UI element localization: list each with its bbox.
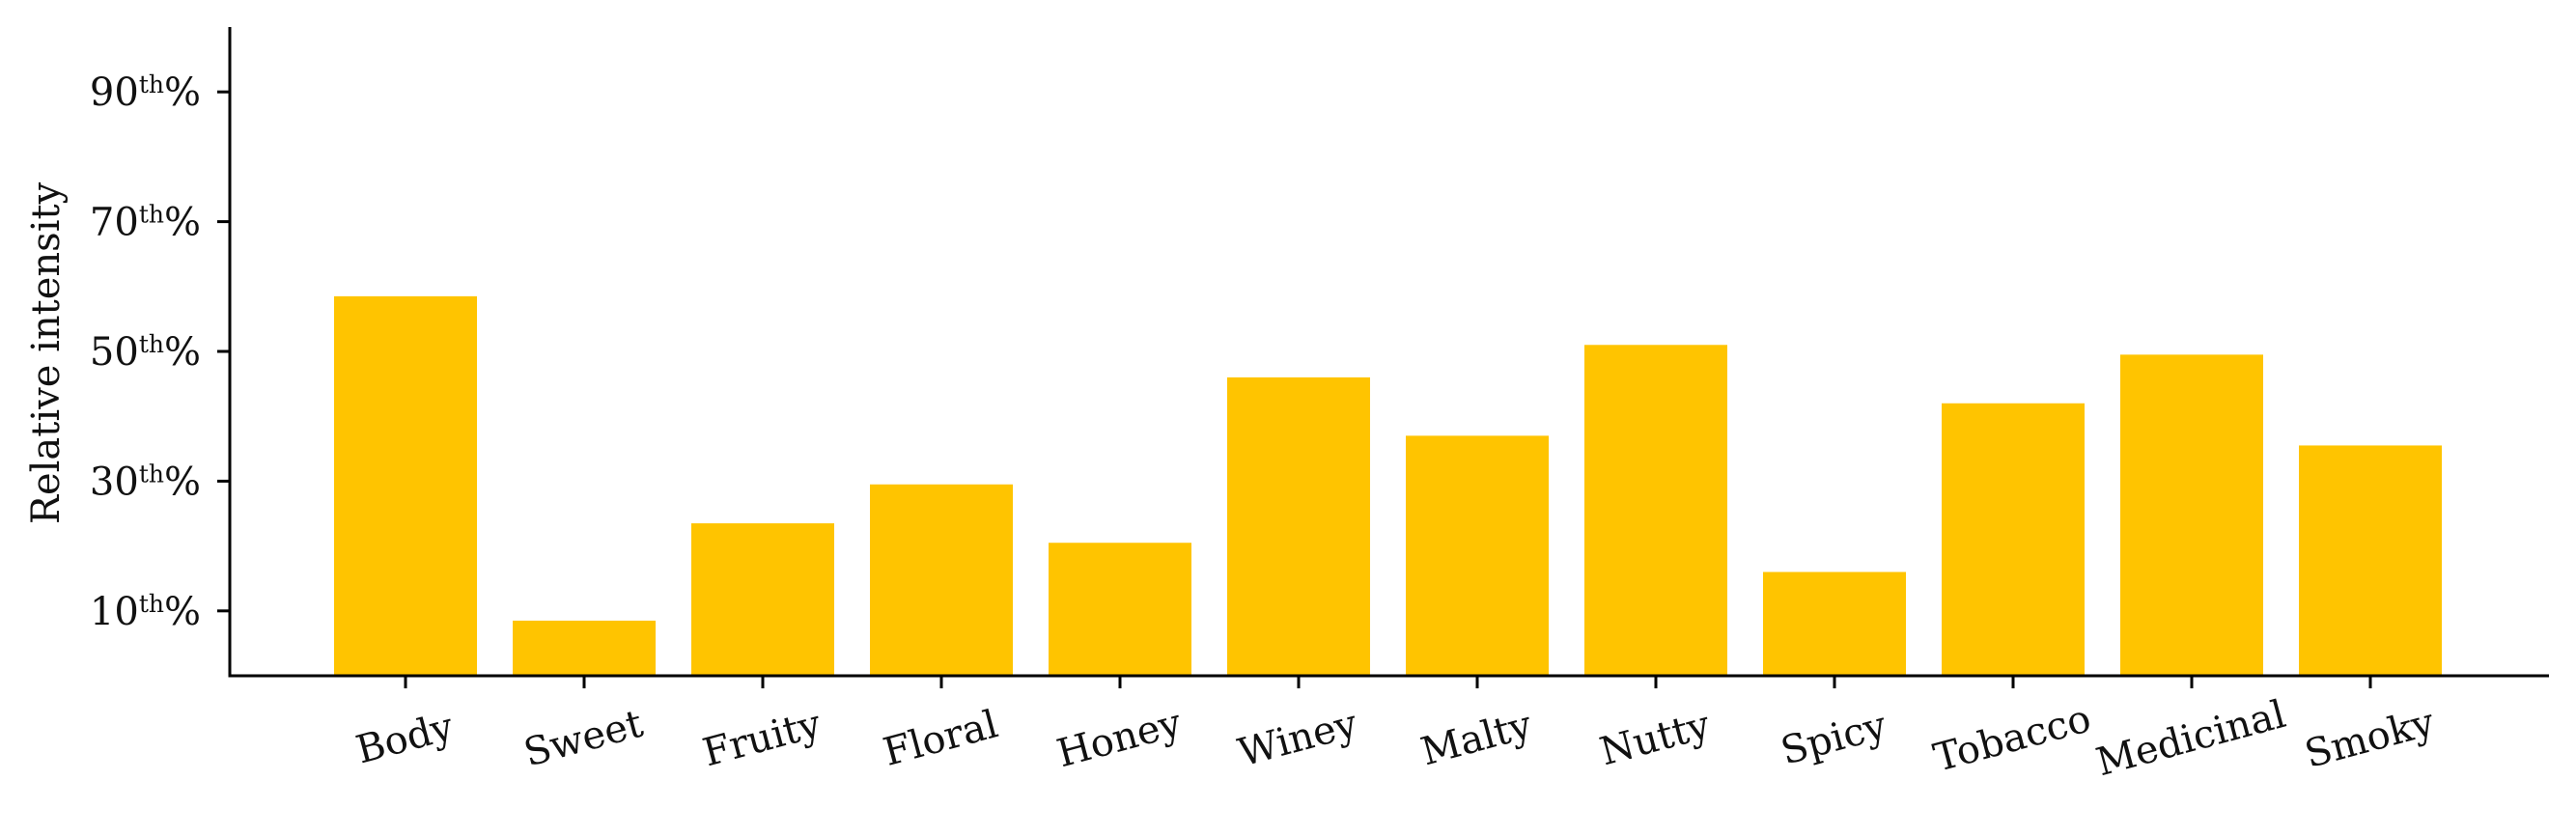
bar-spicy <box>1763 572 1906 676</box>
x-tick-label-smoky: Smoky <box>2300 700 2439 777</box>
bar-nutty <box>1584 345 1727 676</box>
y-ticks: 10th% 30th% 50th% 70th% 90th% <box>90 70 230 634</box>
x-tick-label-sweet: Sweet <box>519 702 648 776</box>
bar-body <box>334 295 477 676</box>
x-tick-label-floral: Floral <box>879 702 1002 775</box>
bar-honey <box>1049 543 1191 676</box>
bar-winey <box>1227 377 1370 676</box>
bar-fruity <box>691 523 834 676</box>
x-tick-label-winey: Winey <box>1234 702 1362 776</box>
x-tick-label-honey: Honey <box>1052 701 1187 776</box>
bar-tobacco <box>1942 403 2085 676</box>
bar-medicinal <box>2120 354 2263 676</box>
bar-malty <box>1406 435 1549 676</box>
bars-layer <box>334 295 2442 676</box>
bar-floral <box>870 484 1013 676</box>
y-tick-label-30: 30th% <box>90 460 201 504</box>
y-tick-label-90: 90th% <box>90 70 201 115</box>
x-tick-label-tobacco: Tobacco <box>1929 696 2095 780</box>
x-tick-label-malty: Malty <box>1416 703 1537 775</box>
y-tick-label-50: 50th% <box>90 330 201 375</box>
x-tick-label-body: Body <box>351 705 459 773</box>
y-tick-label-10: 10th% <box>90 590 201 634</box>
x-tick-label-spicy: Spicy <box>1777 703 1891 773</box>
bar-smoky <box>2299 445 2442 676</box>
x-ticks: Body Sweet Fruity Floral Honey Winey Malty Nutt… <box>351 676 2439 785</box>
x-tick-label-fruity: Fruity <box>698 702 826 776</box>
x-tick-label-nutty: Nutty <box>1595 703 1715 774</box>
bar-sweet <box>513 620 656 676</box>
x-tick-label-medicinal: Medicinal <box>2091 692 2290 785</box>
y-tick-label-70: 70th% <box>90 201 201 245</box>
y-axis-label: Relative intensity <box>24 181 69 524</box>
